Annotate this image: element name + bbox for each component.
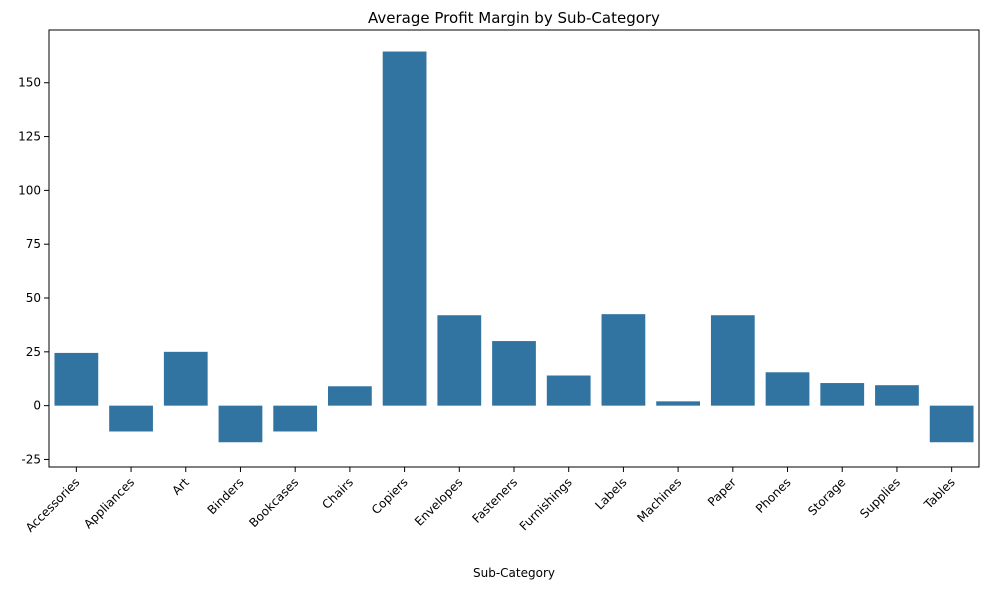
bar-accessories	[54, 352, 99, 406]
y-tick-label: 25	[26, 345, 41, 359]
x-tick-label: Furnishings	[517, 475, 575, 533]
bar-appliances	[109, 405, 153, 432]
x-tick-label: Fasteners	[469, 475, 520, 526]
bar-chairs	[328, 386, 372, 406]
y-tick-label: -25	[21, 452, 41, 466]
chart-title: Average Profit Margin by Sub-Category	[368, 9, 660, 27]
y-tick-label: 125	[18, 130, 41, 144]
bar-machines	[656, 401, 700, 406]
x-tick-label: Appliances	[81, 475, 137, 531]
y-tick-label: 150	[18, 76, 41, 90]
x-tick-label: Art	[169, 475, 192, 498]
bar-paper	[710, 315, 755, 406]
y-tick-label: 100	[18, 183, 41, 197]
x-tick-label: Accessories	[23, 475, 83, 535]
bar-fasteners	[492, 341, 536, 406]
bar-binders	[218, 405, 263, 443]
bar-phones	[765, 372, 810, 406]
bar-tables	[929, 405, 974, 443]
bar-supplies	[875, 385, 919, 406]
x-tick-label: Binders	[205, 475, 247, 517]
x-axis-label: Sub-Category	[473, 566, 555, 580]
x-tick-label: Tables	[921, 475, 958, 512]
y-tick-label: 75	[26, 237, 41, 251]
plot-frame	[48, 29, 980, 468]
x-tick-label: Chairs	[319, 475, 356, 512]
x-tick-label: Machines	[634, 475, 684, 525]
x-tick-label: Paper	[705, 475, 739, 509]
x-tick-label: Storage	[805, 475, 848, 518]
bar-labels	[601, 314, 646, 406]
x-tick-label: Copiers	[369, 475, 411, 517]
x-tick-label: Phones	[753, 475, 794, 516]
y-tick-label: 0	[33, 399, 41, 413]
bar-envelopes	[437, 315, 482, 406]
y-axis: -25 0 25 50 75 100 125 150	[18, 76, 49, 466]
x-tick-label: Envelopes	[412, 475, 465, 528]
bar-bookcases	[273, 405, 318, 432]
bar-furnishings	[546, 375, 591, 406]
x-tick-label: Supplies	[857, 475, 903, 521]
bars-group	[54, 51, 974, 443]
x-tick-label: Labels	[592, 475, 629, 512]
bar-art	[163, 351, 208, 406]
y-tick-label: 50	[26, 291, 41, 305]
bar-copiers	[382, 51, 427, 406]
bar-storage	[820, 383, 865, 406]
x-tick-label: Bookcases	[246, 475, 301, 530]
